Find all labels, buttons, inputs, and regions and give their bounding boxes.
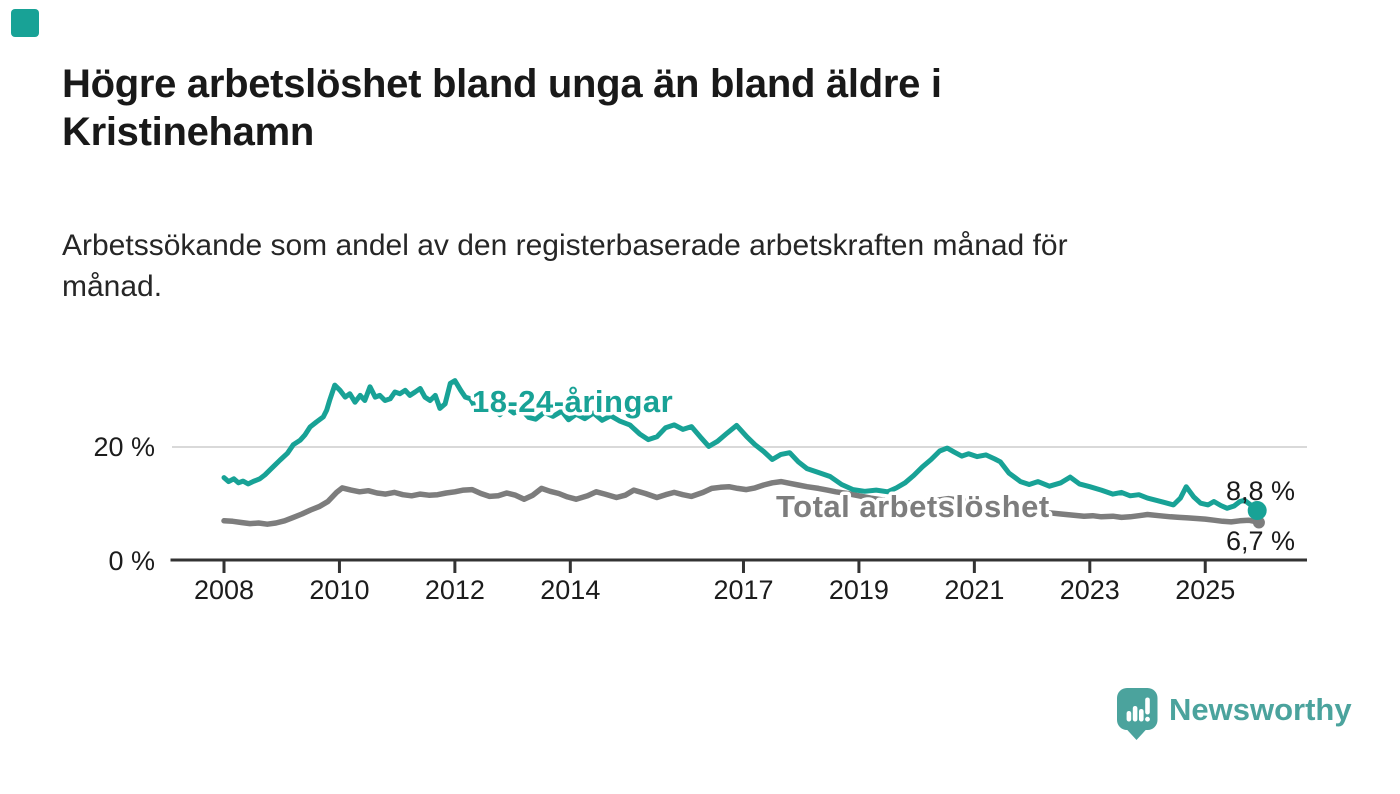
x-tick-label: 2014 <box>540 575 600 605</box>
x-tick-label: 2010 <box>309 575 369 605</box>
chart-subtitle-line2: månad. <box>62 269 163 303</box>
chart-subtitle: Arbetssökande som andel av den registerb… <box>62 226 1282 307</box>
x-tick-label: 2012 <box>425 575 485 605</box>
y-tick-label-0: 0 % <box>108 546 155 576</box>
series-line-youth <box>221 378 1260 514</box>
x-tick-label: 2008 <box>194 575 254 605</box>
series-end-dot-youth <box>1247 501 1267 521</box>
x-axis-ticks <box>222 560 1207 573</box>
x-tick-label: 2019 <box>829 575 889 605</box>
series-label-youth: 18-24-åringar <box>472 384 673 419</box>
y-tick-label-20: 20 % <box>93 432 155 462</box>
series-line-total <box>221 478 1262 527</box>
series-label-total: Total arbetslöshet <box>776 489 1050 524</box>
page-title-line1: Högre arbetslöshet bland unga än bland ä… <box>62 62 942 106</box>
page-title: Högre arbetslöshet bland unga än bland ä… <box>62 60 1262 156</box>
x-axis-tick-labels: 2008 2010 2012 2014 2017 2019 2021 2023 2025 <box>194 575 1235 605</box>
logo-bars <box>1126 697 1150 722</box>
end-value-label-youth: 8,8 % <box>1226 476 1295 506</box>
x-tick-label: 2021 <box>944 575 1004 605</box>
page-title-line2: Kristinehamn <box>62 110 315 154</box>
x-tick-label: 2025 <box>1175 575 1235 605</box>
newsworthy-wordmark: Newsworthy <box>1169 692 1352 727</box>
x-tick-label: 2023 <box>1060 575 1120 605</box>
newsworthy-logo-icon <box>1117 688 1158 740</box>
brand-corner-square-icon <box>11 9 39 37</box>
newsworthy-logo: Newsworthy <box>1117 687 1352 743</box>
end-value-label-total: 6,7 % <box>1226 526 1295 556</box>
x-tick-label: 2017 <box>713 575 773 605</box>
chart-subtitle-line1: Arbetssökande som andel av den registerb… <box>62 229 1068 262</box>
